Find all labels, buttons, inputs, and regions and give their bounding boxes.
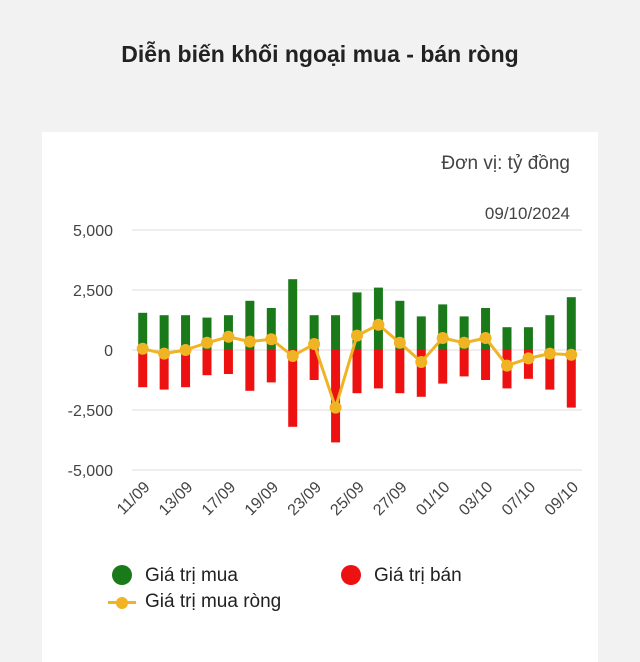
buy-bar — [523, 327, 533, 350]
x-tick-label: 19/09 — [242, 479, 282, 519]
net-point — [158, 347, 171, 360]
x-tick-label: 03/10 — [456, 479, 496, 519]
chart-title: Diễn biến khối ngoại mua - bán ròng — [121, 41, 519, 67]
net-point — [179, 344, 192, 356]
sell-bar — [438, 350, 448, 384]
sell-bar — [545, 350, 555, 390]
sell-bar — [395, 350, 405, 394]
legend-net-dot — [116, 597, 128, 609]
sell-bar — [373, 350, 383, 389]
y-tick-label: 0 — [104, 343, 113, 360]
buy-bar — [566, 297, 576, 350]
date-label: 09/10/2024 — [484, 204, 570, 223]
sell-bar — [352, 350, 362, 394]
sell-bar — [181, 350, 191, 388]
buy-bar — [395, 300, 405, 350]
net-point — [286, 350, 299, 362]
sell-bar — [459, 350, 469, 377]
legend-buy-swatch — [112, 565, 132, 585]
sell-bar — [223, 350, 233, 374]
sell-bar — [245, 350, 255, 391]
net-point — [265, 333, 278, 346]
buy-bar — [481, 308, 491, 350]
buy-bar — [138, 312, 148, 350]
x-tick-label: 17/09 — [199, 479, 239, 519]
y-tick-label: -5,000 — [68, 463, 113, 480]
net-point — [351, 329, 363, 342]
x-tick-label: 27/09 — [370, 479, 410, 519]
buy-bar — [352, 292, 362, 350]
buy-bar — [159, 315, 169, 350]
sell-bar — [159, 350, 169, 390]
y-tick-label: -2,500 — [68, 403, 113, 420]
net-point — [522, 352, 535, 365]
unit-label: Đơn vị: tỷ đồng — [441, 153, 570, 174]
buy-bar — [202, 317, 212, 350]
buy-bar — [266, 308, 276, 350]
sell-bar — [266, 350, 276, 383]
chart-card — [42, 132, 598, 662]
y-tick-label: 2,500 — [73, 283, 113, 300]
sell-bar — [481, 350, 491, 380]
sell-bar — [202, 350, 212, 376]
net-point — [243, 335, 256, 348]
net-point — [415, 356, 428, 368]
x-tick-label: 23/09 — [285, 479, 325, 519]
legend-buy-label: Giá trị mua — [145, 565, 238, 586]
sell-bar — [566, 350, 576, 408]
legend-net-label: Giá trị mua ròng — [145, 591, 282, 612]
buy-bar — [459, 316, 469, 350]
sell-bar — [309, 350, 319, 380]
buy-bar — [309, 315, 319, 350]
y-tick-label: 5,000 — [73, 223, 113, 240]
x-tick-label: 13/09 — [156, 479, 196, 519]
sell-bar — [416, 350, 426, 397]
x-tick-label: 07/10 — [499, 479, 539, 519]
net-point — [372, 318, 385, 331]
net-point — [201, 336, 213, 349]
net-point — [479, 332, 492, 344]
buy-bar — [288, 279, 298, 350]
x-tick-label: 09/10 — [542, 479, 582, 519]
buy-bar — [502, 327, 512, 350]
net-point — [329, 401, 342, 414]
buy-bar — [545, 315, 555, 350]
net-point — [393, 336, 406, 349]
buy-bar — [416, 316, 426, 350]
net-point — [136, 342, 149, 355]
net-point — [565, 348, 578, 361]
net-point — [308, 338, 321, 350]
x-tick-label: 25/09 — [327, 479, 367, 519]
sell-bar — [288, 350, 298, 427]
x-tick-label: 01/10 — [413, 479, 453, 519]
x-tick-label: 11/09 — [114, 479, 154, 519]
buy-bar — [181, 315, 191, 350]
net-point — [436, 332, 449, 344]
sell-bar — [331, 350, 341, 443]
net-point — [458, 336, 471, 349]
net-point — [501, 359, 513, 372]
buy-bar — [438, 304, 448, 350]
buy-bar — [331, 315, 341, 350]
buy-bar — [245, 300, 255, 350]
legend-sell-label: Giá trị bán — [374, 565, 462, 586]
net-point — [222, 330, 235, 343]
net-point — [543, 347, 556, 360]
sell-bar — [138, 350, 148, 388]
legend-sell-swatch — [341, 565, 361, 585]
